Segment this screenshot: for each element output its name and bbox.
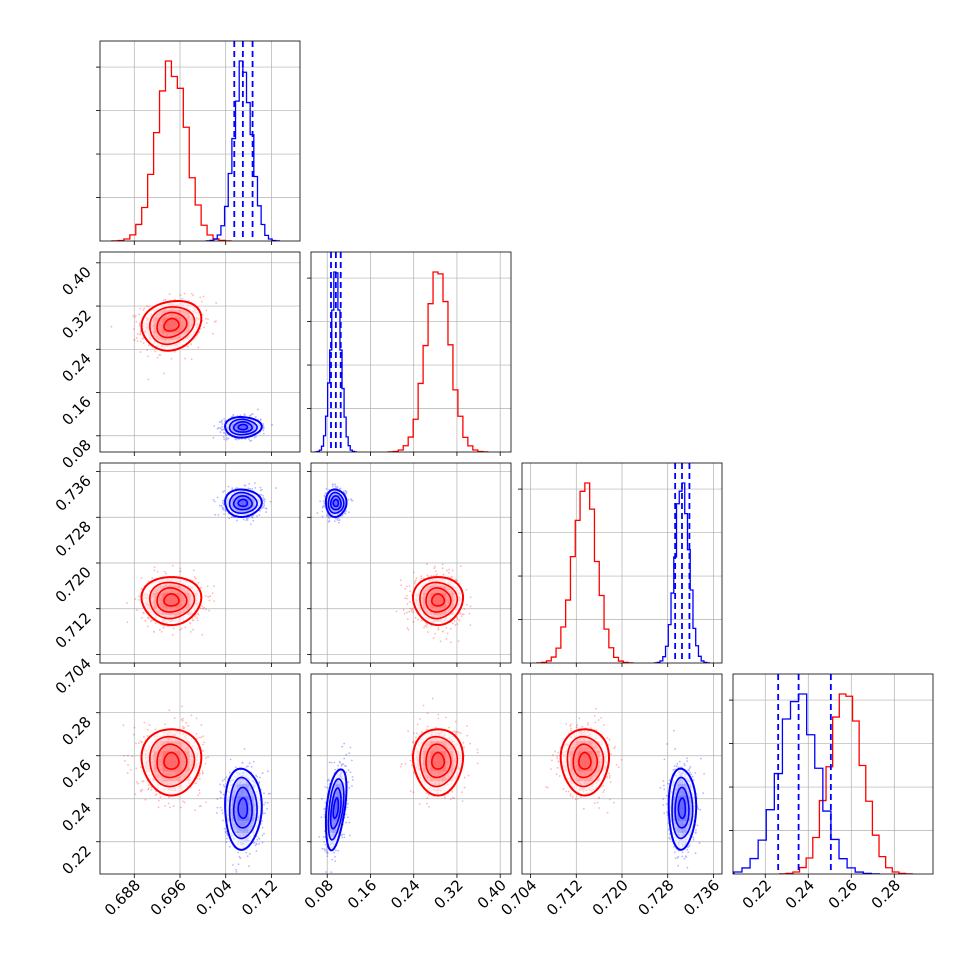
panel-frame [310,251,512,453]
y-tick-label: 0.22 [58,842,94,878]
panel-0-3: 0.22 0.24 0.26 0.28 0.688 0.696 0.704 0.712 [58,673,301,919]
x-tick-label: 0.736 [680,876,723,919]
panel-1-1 [307,251,512,456]
contour-level-2 [232,495,253,511]
contour-level-3 [163,317,180,332]
contours-series-0 [411,728,465,797]
x-tick-label: 0.704 [497,876,540,919]
contours-series-0 [140,299,203,352]
y-tick-label: 0.704 [52,655,95,698]
panel-2-3: 0.704 0.712 0.720 0.728 0.736 [497,673,723,919]
contour-level-3 [237,423,249,431]
x-tick-label: 0.22 [739,876,775,912]
x-tick-label: 0.24 [387,876,423,912]
y-tick-label: 0.16 [58,393,94,429]
x-tick-label: 0.26 [825,876,861,912]
contour-level-2 [156,311,188,339]
x-tick-label: 0.28 [868,876,904,912]
y-tick-label: 0.24 [58,799,94,835]
contour-level-3 [677,797,687,820]
x-tick-label: 0.712 [543,876,586,919]
y-tick-label: 0.728 [52,517,95,560]
contours-series-1 [224,488,263,519]
y-tick-label: 0.720 [52,563,95,606]
panel-frame [99,251,301,453]
y-tick-label: 0.28 [58,713,94,749]
contour-level-0 [140,299,203,352]
contours-series-0 [411,576,465,627]
contour-level-2 [329,495,342,511]
y-tick-label: 0.08 [58,436,94,472]
y-tick-label: 0.24 [58,349,94,385]
contour-level-3 [332,498,340,508]
x-tick-label: 0.696 [147,876,190,919]
contour-level-3 [237,797,249,820]
contour-level-2 [425,587,452,613]
x-tick-label: 0.728 [634,876,677,919]
x-tick-label: 0.08 [301,876,337,912]
panel-frame [732,673,934,875]
contours-series-0 [559,728,611,797]
y-tick-label: 0.736 [52,472,95,515]
contour-level-2 [156,587,188,613]
contour-level-3 [430,593,446,607]
x-tick-label: 0.704 [192,876,235,919]
contour-level-3 [163,593,180,607]
histogram-series-0 [387,271,489,452]
contour-level-3 [430,751,446,770]
panel-frame [99,40,301,242]
contour-level-3 [237,498,249,508]
panel-1-3: 0.08 0.16 0.24 0.32 0.40 [301,673,512,912]
x-tick-label: 0.688 [101,876,144,919]
contour-level-2 [232,420,253,433]
y-tick-label: 0.712 [52,609,95,652]
contour-level-2 [572,743,599,779]
contour-level-2 [156,743,188,779]
contour-level-2 [425,743,452,779]
contour-level-3 [578,751,592,770]
contour-level-3 [332,797,340,819]
contours-series-0 [140,576,203,627]
panel-1-2 [307,462,512,667]
histogram-series-0 [536,482,634,663]
panel-3-3: 0.22 0.24 0.26 0.28 [729,673,934,912]
panel-0-0 [96,40,301,245]
contours-series-1 [224,416,263,439]
contour-level-2 [232,786,253,829]
panel-frame [99,673,301,875]
panel-2-2 [518,462,723,667]
contours-series-1 [324,768,348,852]
x-tick-label: 0.16 [344,876,380,912]
panel-frame [310,673,512,875]
panel-0-1: 0.08 0.16 0.24 0.32 0.40 [58,251,301,472]
y-tick-label: 0.26 [58,756,94,792]
y-tick-label: 0.32 [58,306,94,342]
x-tick-label: 0.24 [782,876,818,912]
contours-series-0 [140,728,203,797]
x-tick-label: 0.720 [589,876,632,919]
contour-level-3 [163,751,180,770]
contours-series-1 [667,767,698,851]
contours-series-1 [224,767,263,851]
x-tick-label: 0.32 [430,876,466,912]
contour-level-2 [329,787,342,830]
contours-series-1 [324,488,348,519]
x-tick-label: 0.712 [238,876,281,919]
histogram-series-0 [779,693,913,874]
contour-level-0 [324,768,348,852]
y-tick-label: 0.40 [58,263,94,299]
contour-level-2 [674,786,690,829]
histogram-series-0 [111,60,232,241]
